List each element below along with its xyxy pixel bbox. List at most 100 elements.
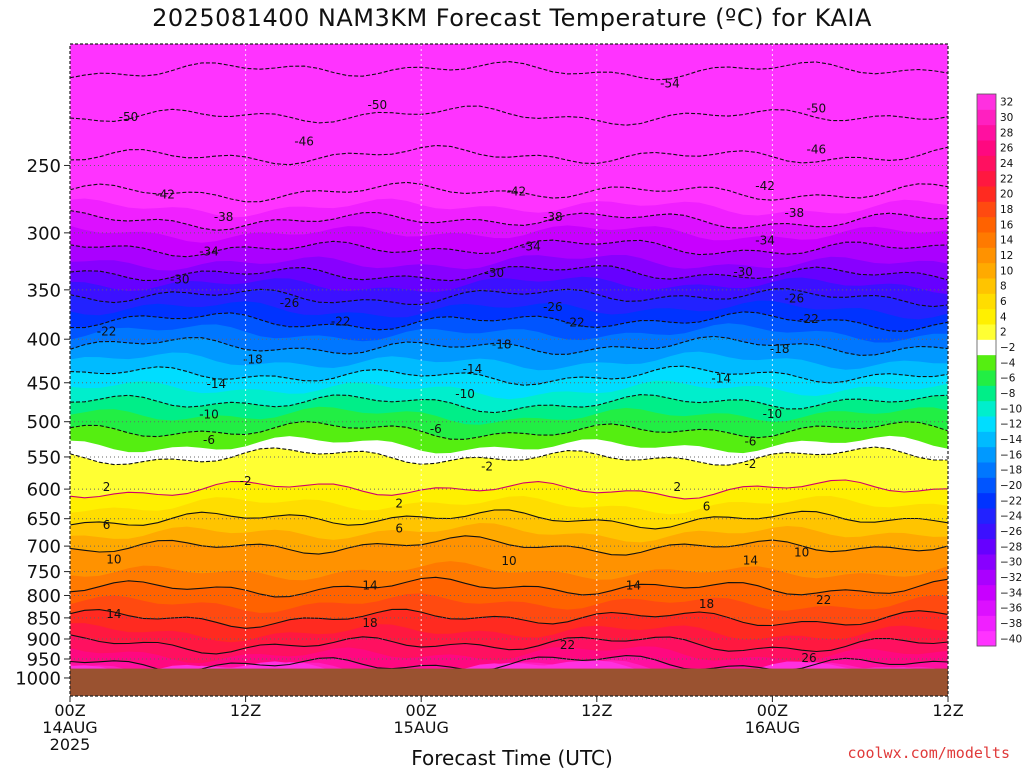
colorbar-swatch	[977, 247, 996, 264]
contour-label: -26	[280, 296, 300, 310]
y-tick-label: 300	[27, 223, 61, 244]
colorbar-label: 30	[1000, 112, 1013, 124]
colorbar-swatch	[977, 94, 996, 110]
y-tick-label: 400	[27, 330, 61, 351]
contour-label: 2	[103, 480, 111, 494]
colorbar-label: −26	[1000, 526, 1022, 538]
isotherm-line	[70, 239, 948, 258]
colorbar-label: 18	[1000, 204, 1013, 216]
colorbar-swatch	[977, 201, 996, 218]
colorbar-label: 32	[1000, 97, 1013, 109]
grid-lines	[69, 44, 949, 696]
contour-label: -10	[199, 408, 219, 422]
colorbar-label: −22	[1000, 495, 1022, 507]
x-tick-label: 12Z	[230, 701, 261, 720]
colorbar-label: 20	[1000, 189, 1013, 201]
colorbar-swatch	[977, 523, 996, 540]
colorbar-swatch	[977, 416, 996, 432]
colorbar-swatch	[977, 324, 996, 340]
x-tick-label: 16AUG	[745, 718, 800, 737]
colorbar-swatch	[977, 492, 996, 509]
y-tick-label: 900	[27, 630, 61, 651]
colorbar-swatch	[977, 600, 996, 616]
contour-label: 22	[560, 638, 575, 652]
isotherm-line	[70, 634, 948, 655]
colorbar-label: 28	[1000, 127, 1013, 139]
contour-label: -6	[203, 433, 215, 447]
colorbar-swatch	[977, 615, 996, 632]
colorbar-swatch	[977, 140, 996, 156]
contour-label: -38	[543, 210, 563, 224]
contour-label: -6	[744, 435, 756, 449]
colorbar-label: −8	[1000, 388, 1015, 400]
contour-label: -34	[755, 234, 775, 248]
contour-label: -38	[214, 210, 234, 224]
colorbar-swatch	[977, 385, 996, 402]
isotherm-line	[70, 479, 948, 500]
colorbar-swatch	[977, 109, 996, 126]
colorbar-swatch	[977, 216, 996, 233]
below-ground-area	[70, 668, 948, 696]
contour-label: 26	[801, 651, 816, 665]
x-tick-label: 2025	[50, 735, 91, 754]
contour-label: 2	[673, 480, 681, 494]
contour-label: -2	[481, 460, 493, 474]
isotherm-line	[70, 210, 948, 231]
colorbar-label: −4	[1000, 357, 1016, 369]
contour-label: 6	[395, 522, 403, 536]
contour-label: -46	[294, 134, 314, 148]
colorbar-swatch	[977, 262, 996, 279]
contour-label: -30	[733, 265, 753, 279]
isotherm-line	[70, 365, 948, 386]
y-tick-label: 700	[27, 537, 61, 558]
contour-label: -6	[430, 422, 442, 436]
x-axis-label: Forecast Time (UTC)	[411, 746, 613, 770]
x-tick-label: 12Z	[932, 701, 963, 720]
colorbar-label: 22	[1000, 173, 1013, 185]
y-tick-label: 350	[27, 280, 61, 301]
contour-labels: -54 -50 -50 -50 -46 -46 -42 -42 -42 -38 -38 -38 -34 -…	[97, 76, 831, 665]
colorbar-swatch	[977, 124, 996, 141]
contour-label: -46	[806, 142, 826, 156]
colorbar-swatch	[977, 477, 996, 494]
colorbar-label: −36	[1000, 603, 1022, 615]
y-tick-label: 750	[27, 562, 61, 583]
colorbar-swatch	[977, 431, 996, 448]
colorbar-frame	[976, 93, 997, 647]
contour-label: -2	[240, 474, 252, 488]
isotherm-line	[70, 288, 948, 308]
colorbar-label: −16	[1000, 449, 1022, 461]
colorbar-label: 16	[1000, 219, 1014, 231]
y-tick-label: 950	[27, 649, 61, 670]
contour-label: 6	[103, 518, 111, 532]
contour-label: -42	[755, 179, 775, 193]
isotherm-line	[70, 446, 948, 466]
y-tick-label: 450	[27, 373, 61, 394]
y-tick-label: 650	[27, 509, 61, 530]
contour-label: -30	[170, 273, 190, 287]
colorbar-label: 24	[1000, 158, 1014, 170]
contour-label: -18	[770, 342, 790, 356]
colorbar-label: −20	[1000, 480, 1022, 492]
isotherm-line	[70, 655, 948, 673]
site-credit: coolwx.com/modelts	[847, 744, 1010, 762]
colorbar-swatch	[977, 354, 996, 371]
y-tick-label: 600	[27, 480, 61, 501]
colorbar-swatch	[977, 293, 996, 310]
contour-label: 10	[106, 553, 121, 567]
colorbar-label: −40	[1000, 633, 1022, 645]
contour-label: 14	[626, 579, 641, 593]
colorbar-label: −38	[1000, 618, 1022, 630]
colorbar-swatch	[977, 462, 996, 478]
isotherm-line	[70, 394, 948, 414]
contour-label: -18	[243, 353, 263, 367]
colorbar-label: −14	[1000, 434, 1022, 446]
y-tick-label: 250	[27, 156, 61, 177]
y-tick-label: 850	[27, 608, 61, 629]
colorbar-label: −10	[1000, 403, 1022, 415]
colorbar-swatch	[977, 400, 996, 417]
contour-label: -14	[463, 362, 483, 376]
contour-label: 6	[703, 499, 711, 513]
x-tick-label: 00Z	[757, 701, 788, 720]
